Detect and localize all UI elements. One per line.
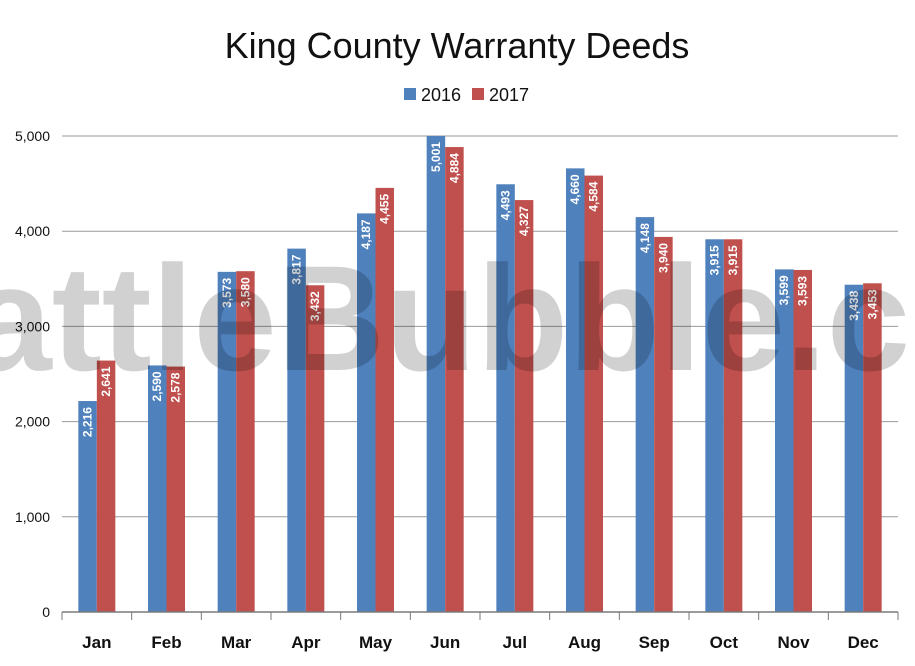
bar-2017-nov: [793, 269, 812, 612]
bars: [78, 135, 882, 613]
x-tick-label: Jul: [503, 633, 528, 652]
data-label: 4,327: [517, 206, 531, 236]
bar-2017-feb: [166, 366, 185, 612]
y-tick-label: 3,000: [15, 318, 50, 334]
bar-2017-apr: [305, 285, 325, 612]
y-axis-ticks: 0 1,000 2,000 3,000 4,000 5,000: [15, 128, 50, 620]
y-tick-label: 5,000: [15, 128, 50, 144]
y-tick-label: 2,000: [15, 414, 50, 430]
x-tick-label: Feb: [151, 633, 181, 652]
bar-2017-jun: [445, 147, 464, 612]
x-tick-label: Mar: [221, 633, 252, 652]
bar-2016-aug: [566, 168, 585, 613]
data-label: 2,590: [150, 371, 164, 401]
legend-swatch-2016: [404, 88, 416, 100]
bar-2016-sep: [635, 217, 655, 612]
data-label: 2,641: [99, 366, 113, 396]
legend-label-2017: 2017: [489, 85, 529, 105]
x-axis: [61, 611, 899, 620]
data-label: 4,455: [378, 194, 392, 224]
legend-swatch-2017: [472, 88, 484, 100]
bar-2017-oct: [723, 239, 743, 613]
legend-label-2016: 2016: [421, 85, 461, 105]
data-label: 3,817: [290, 254, 304, 284]
bar-2017-jan: [96, 360, 116, 612]
data-label: 3,940: [656, 243, 670, 273]
data-label: 3,915: [708, 245, 722, 275]
data-label: 2,578: [169, 372, 183, 402]
bar-2016-may: [357, 213, 376, 613]
data-label: 4,148: [638, 223, 652, 253]
x-tick-label: Nov: [777, 633, 810, 652]
x-tick-label: May: [359, 633, 393, 652]
y-tick-label: 4,000: [15, 223, 50, 239]
bar-2017-sep: [654, 236, 673, 613]
x-tick-label: Oct: [710, 633, 739, 652]
bar-2016-jul: [496, 184, 515, 612]
data-label: 2,216: [81, 407, 95, 437]
data-label: 3,438: [847, 290, 861, 320]
x-tick-label: Sep: [639, 633, 670, 652]
x-tick-label: Jan: [82, 633, 111, 652]
bar-2016-apr: [287, 248, 306, 613]
bar-2017-jul: [514, 200, 534, 613]
data-label: 3,593: [796, 276, 810, 306]
data-label: 4,884: [447, 153, 461, 183]
legend: 2016 2017: [404, 85, 529, 105]
chart-title: King County Warranty Deeds: [225, 25, 690, 66]
y-tick-label: 0: [42, 604, 50, 620]
x-axis-ticks: Jan Feb Mar Apr May Jun Jul Aug Sep Oct Nov Dec: [82, 633, 879, 652]
bar-2017-may: [375, 187, 394, 612]
bar-2017-mar: [236, 271, 255, 612]
x-tick-label: Aug: [568, 633, 601, 652]
x-tick-label: Dec: [848, 633, 879, 652]
data-labels: 2,216 2,641 2,590 2,578 3,573 3,580 3,817 3,432…: [81, 142, 880, 437]
y-tick-label: 1,000: [15, 509, 50, 525]
data-label: 3,599: [777, 275, 791, 305]
watermark: SeattleBubble.com: [0, 234, 915, 402]
x-tick-label: Apr: [291, 633, 321, 652]
data-label: 4,493: [499, 190, 513, 220]
bar-2016-jan: [78, 401, 97, 612]
bar-2016-dec: [844, 284, 864, 612]
bar-2016-mar: [217, 271, 237, 612]
data-label: 4,660: [568, 174, 582, 204]
bar-2016-jun: [426, 135, 446, 613]
data-label: 3,580: [238, 277, 252, 307]
bar-2016-feb: [148, 365, 167, 612]
bar-2017-dec: [863, 283, 882, 612]
x-tick-label: Jun: [430, 633, 460, 652]
data-label: 4,584: [587, 181, 601, 211]
data-label: 3,573: [220, 278, 234, 308]
data-label: 3,432: [308, 291, 322, 321]
data-label: 3,915: [726, 245, 740, 275]
data-label: 4,187: [359, 219, 373, 249]
bar-2016-nov: [775, 269, 794, 612]
data-label: 3,453: [865, 289, 879, 319]
bar-2016-oct: [705, 239, 724, 613]
data-label: 5,001: [429, 142, 443, 172]
gridlines: [62, 135, 898, 518]
bar-2017-aug: [584, 175, 603, 612]
